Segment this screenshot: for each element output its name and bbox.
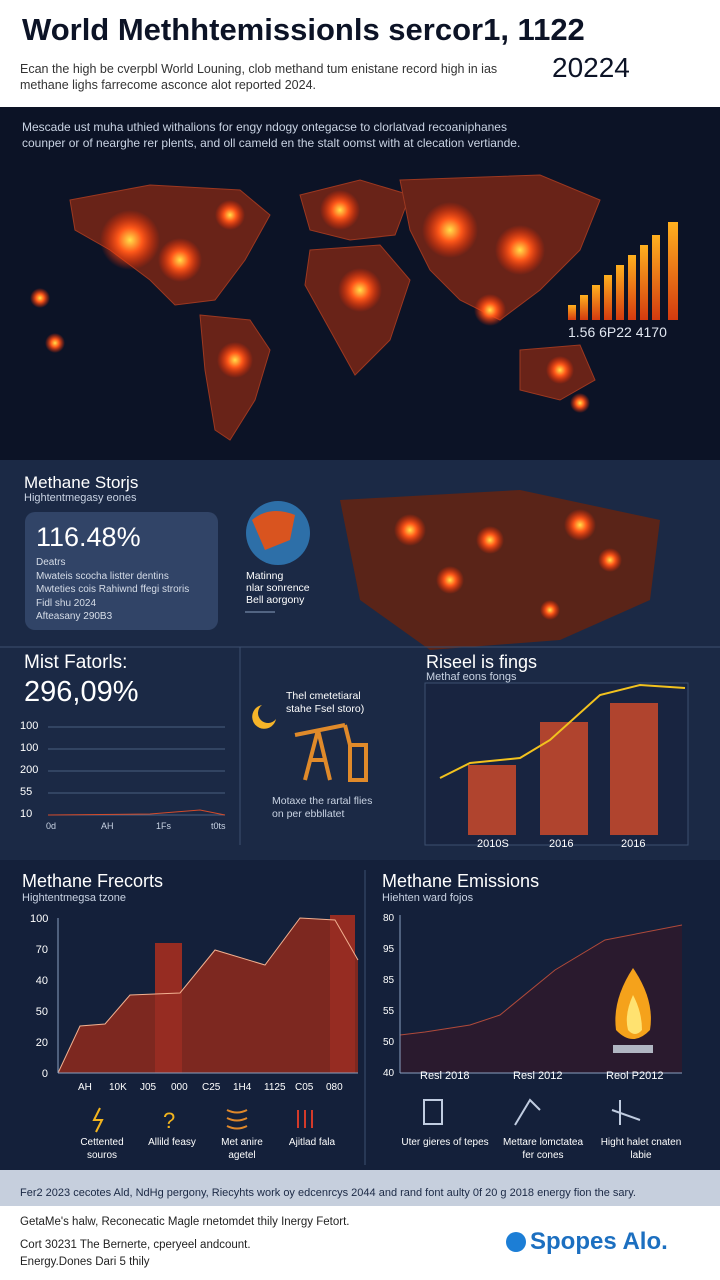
rising-title: Riseel is fings	[426, 652, 538, 672]
pump-caption-line: on per ebbllatet	[272, 808, 345, 820]
icon-caption: Hight halet cnaten labie	[600, 1137, 682, 1161]
x-tick-label: 2016	[549, 838, 574, 850]
globe-caption-line: nlar sonrence	[246, 582, 310, 594]
x-tick-label: J05	[140, 1082, 157, 1093]
x-tick-label: 10K	[109, 1082, 127, 1093]
y-tick-label: 0	[41, 1068, 48, 1080]
footer-line: Cort 30231 The Bernerte, cperyeel andcou…	[20, 1239, 251, 1251]
stats-item: Afteasany 290B3	[36, 611, 113, 622]
y-tick-label: 40	[383, 1068, 395, 1079]
factors-grid	[48, 726, 225, 816]
x-tick-label: t0ts	[211, 821, 226, 831]
y-tick-label: 85	[383, 975, 395, 986]
stats-subtitle: Hightentmegasy eones	[24, 492, 137, 504]
pumpjack	[294, 723, 368, 782]
icon-caption: Allild feasy	[148, 1137, 196, 1148]
emissions-title: Methane Emissions	[382, 871, 540, 891]
y-tick-label: 55	[383, 1006, 395, 1017]
stats-item: Mwateis scocha listter dentins	[36, 570, 169, 582]
brand: Spopes Alo.	[530, 1228, 668, 1255]
x-tick-label: 1H4	[233, 1082, 252, 1093]
x-tick-label: 1Fs	[156, 821, 172, 831]
x-tick-label: Resl 2018	[420, 1070, 470, 1082]
x-tick-label: 0d	[46, 821, 57, 831]
bar-label: 1.56 6P22 4170	[568, 324, 667, 340]
icon-caption: Ajitlad fala	[288, 1137, 336, 1148]
x-tick-label: AH	[101, 821, 114, 831]
footer-line: Energy.Dones Dari 5 thily	[20, 1256, 150, 1268]
subtitle: Ecan the high be cverpbl World Louning, …	[20, 62, 498, 76]
x-tick-label: Resl 2012	[513, 1070, 563, 1082]
y-tick-label: 100	[20, 742, 39, 754]
emissions-subtitle: Hiehten ward fojos	[382, 892, 474, 904]
y-tick-label: 40	[35, 975, 48, 987]
title: World Methhtemissionls sercor1, 1122	[22, 12, 585, 47]
footer-line: GetaMe's halw, Reconecatic Magle rnetomd…	[20, 1216, 350, 1228]
icon-caption: Cettented souros	[80, 1137, 124, 1161]
intro: Mescade ust muha uthied withalions for e…	[22, 120, 507, 134]
frecorts-title: Methane Frecorts	[22, 871, 164, 891]
x-tick-label: C25	[202, 1082, 221, 1093]
stats-big: 116.48%	[36, 522, 141, 552]
y-tick-label: 100	[20, 720, 39, 732]
x-tick-label: 080	[326, 1082, 343, 1093]
stats-item: Mwteties cois Rahiwnd ffegi stroris	[36, 584, 190, 595]
x-tick-label: AH	[78, 1082, 92, 1093]
mini-bars	[568, 222, 678, 320]
y-tick-label: 55	[20, 786, 33, 798]
svg-text:?: ?	[163, 1108, 175, 1133]
stats-title: Methane Storjs	[24, 473, 139, 492]
rising-subtitle: Methaf eons fongs	[426, 671, 517, 683]
y-tick-label: 200	[20, 764, 39, 776]
x-tick-label: 000	[171, 1082, 188, 1093]
x-tick-label: 2010S	[477, 838, 509, 850]
footer-band	[0, 1170, 720, 1206]
stats-item: Deatrs	[36, 557, 66, 568]
subtitle: methane lighs farrecome asconce alot rep…	[20, 78, 317, 92]
y-tick-label: 80	[383, 913, 395, 924]
intro: counper or of nearghe rer plents, and ol…	[22, 136, 521, 150]
icon-caption: Met anire agetel	[221, 1137, 263, 1161]
hotspots	[30, 190, 590, 413]
x-tick-label: 2016	[621, 838, 646, 850]
stats-item: Fidl shu 2024	[36, 597, 97, 609]
pump-caption-line: Thel cmetetiaral	[286, 690, 361, 702]
globe-caption-line: Bell aorgony	[246, 594, 305, 606]
stats-card	[25, 512, 218, 630]
footer-band-text: Fer2 2023 cecotes Ald, NdHg pergony, Rie…	[20, 1187, 636, 1199]
y-tick-label: 50	[35, 1006, 48, 1018]
y-tick-label: 50	[383, 1037, 395, 1048]
year: 20224	[552, 52, 630, 83]
pump-caption-line: stahe Fsel storo)	[286, 703, 365, 715]
x-tick-label: 1125	[264, 1082, 286, 1093]
factors-title: Mist Fatorls:	[24, 652, 128, 673]
globe-caption-line: Matinng	[246, 570, 284, 582]
icons: ?	[92, 1098, 641, 1133]
y-tick-label: 95	[383, 944, 395, 955]
frecorts-subtitle: Hightentmegsa tzone	[22, 892, 126, 904]
y-tick-label: 20	[35, 1037, 48, 1049]
factors-big: 296,09%	[24, 676, 139, 708]
y-tick-label: 10	[20, 808, 33, 820]
mid-hotspots	[394, 509, 622, 620]
x-tick-label: C05	[295, 1082, 314, 1093]
pump-caption-line: Motaxe the rartal flies	[272, 795, 373, 807]
icon-caption: Mettare lomctatea fer cones	[502, 1137, 584, 1161]
x-tick-label: Reol P2012	[606, 1070, 664, 1082]
y-tick-label: 70	[35, 944, 48, 956]
y-tick-label: 100	[30, 913, 49, 925]
icon-caption: Uter gieres of tepes	[401, 1137, 489, 1148]
